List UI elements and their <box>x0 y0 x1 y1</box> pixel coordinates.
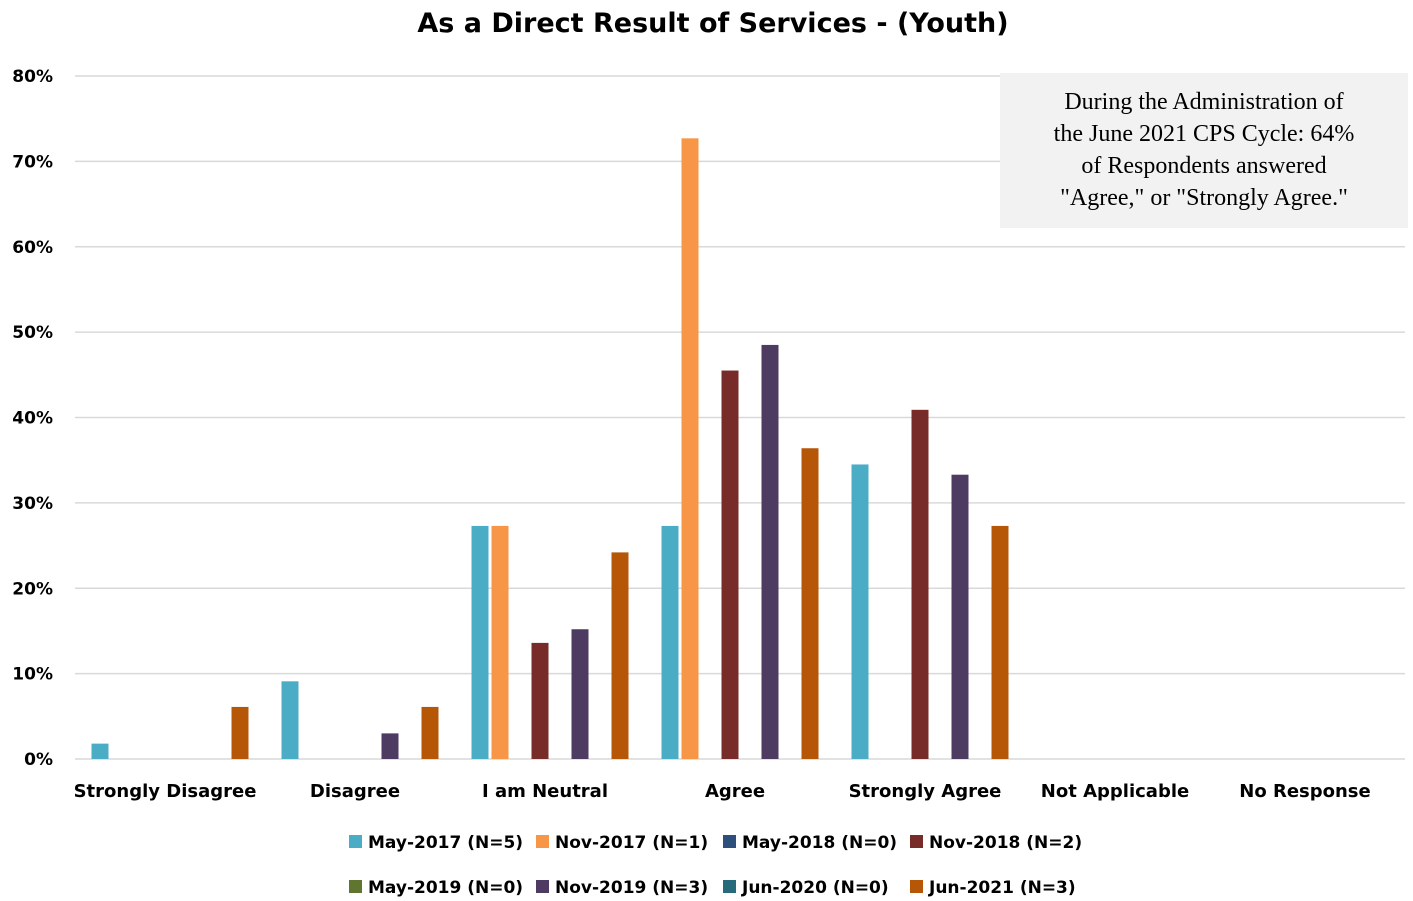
legend-swatch <box>536 880 549 893</box>
bar <box>421 706 439 759</box>
legend-label: May-2017 (N=5) <box>368 833 523 853</box>
y-tick-label: 80% <box>12 67 53 87</box>
bar <box>951 474 969 759</box>
bar <box>661 525 679 759</box>
legend-swatch <box>349 880 362 893</box>
legend-label: Jun-2021 (N=3) <box>928 878 1076 898</box>
bar <box>721 370 739 759</box>
legend-swatch <box>910 835 923 848</box>
y-tick-label: 70% <box>12 152 53 172</box>
y-tick-label: 40% <box>12 409 53 429</box>
y-tick-label: 30% <box>12 494 53 514</box>
y-tick-label: 60% <box>12 238 53 258</box>
legend-label: May-2018 (N=0) <box>742 833 897 853</box>
x-tick-label: I am Neutral <box>482 781 608 802</box>
gridlines <box>75 75 1405 760</box>
bar <box>761 344 779 759</box>
y-tick-label: 50% <box>12 323 53 343</box>
legend-label: Jun-2020 (N=0) <box>741 878 889 898</box>
chart-title: As a Direct Result of Services - (Youth) <box>417 8 1008 39</box>
bar <box>491 525 509 759</box>
legend-label: Nov-2019 (N=3) <box>555 878 708 898</box>
legend-swatch <box>349 835 362 848</box>
legend-swatch <box>723 880 736 893</box>
legend-label: May-2019 (N=0) <box>368 878 523 898</box>
x-tick-label: No Response <box>1239 781 1370 802</box>
x-tick-label: Disagree <box>310 781 400 802</box>
bar <box>91 743 109 759</box>
annotation-box: During the Administration of the June 20… <box>1000 73 1408 228</box>
bar <box>911 409 929 759</box>
legend: May-2017 (N=5) Nov-2017 (N=1) May-2018 (N=… <box>349 833 1082 898</box>
bars <box>91 138 1009 760</box>
legend-swatch <box>910 880 923 893</box>
bar <box>571 629 589 759</box>
x-tick-label: Not Applicable <box>1041 781 1189 802</box>
bar <box>231 706 249 759</box>
bar <box>801 448 819 759</box>
x-tick-label: Strongly Agree <box>849 781 1002 802</box>
bar <box>381 733 399 759</box>
legend-label: Nov-2018 (N=2) <box>929 833 1082 853</box>
x-axis-labels: Strongly Disagree Disagree I am Neutral Agr… <box>74 781 1371 802</box>
y-tick-label: 0% <box>24 750 53 770</box>
bar <box>471 525 489 759</box>
y-tick-label: 10% <box>12 665 53 685</box>
legend-label: Nov-2017 (N=1) <box>555 833 708 853</box>
y-axis-ticks: 0% 10% 20% 30% 40% 50% 60% 70% 80% <box>12 67 53 770</box>
bar <box>281 681 299 759</box>
annotation-background <box>1000 73 1408 228</box>
x-tick-label: Agree <box>705 781 765 802</box>
bar <box>681 138 699 760</box>
bar <box>611 552 629 759</box>
x-tick-label: Strongly Disagree <box>74 781 257 802</box>
bar <box>531 642 549 759</box>
annotation-line-1: During the Administration of <box>1064 89 1343 115</box>
bar <box>991 525 1009 759</box>
legend-swatch <box>536 835 549 848</box>
annotation-line-2: the June 2021 CPS Cycle: 64% <box>1054 121 1355 147</box>
legend-swatch <box>723 835 736 848</box>
annotation-line-3: of Respondents answered <box>1081 153 1326 179</box>
y-tick-label: 20% <box>12 579 53 599</box>
bar <box>851 464 869 759</box>
annotation-line-4: "Agree," or "Strongly Agree." <box>1060 185 1348 211</box>
